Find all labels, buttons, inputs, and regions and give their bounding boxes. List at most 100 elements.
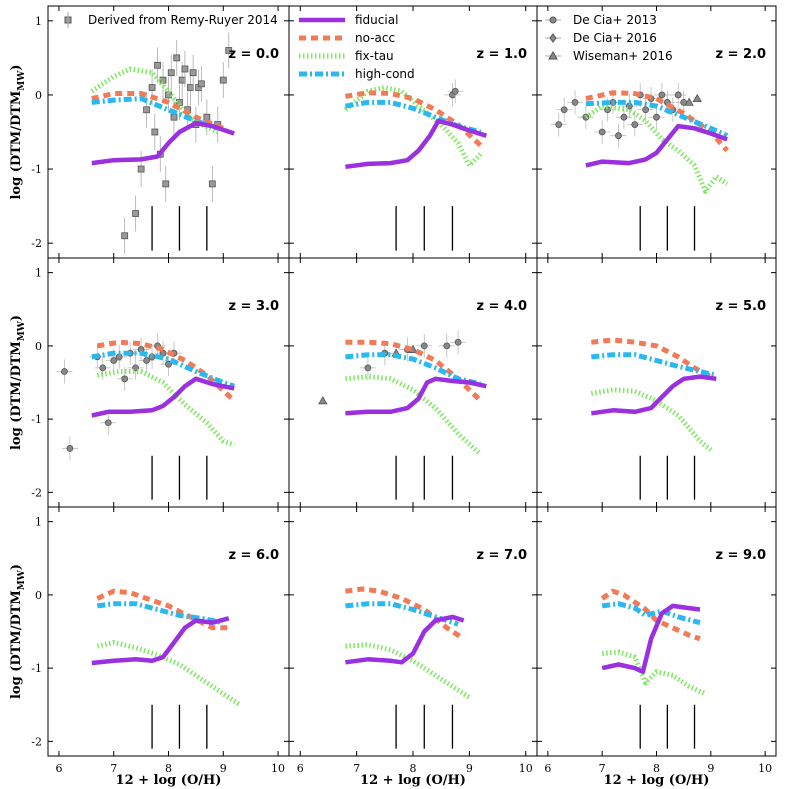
obs-square-point [148,84,156,91]
obs-circle-point [420,342,428,350]
legend-marker-triangle [548,50,558,60]
series-fixtau [345,642,471,700]
series-noacc [591,337,712,379]
x-tick-label: 8 [410,762,417,775]
series-noacc [96,588,229,631]
legend-observations-right: De Cia+ 2013 De Cia+ 2016 Wiseman+ 2016 [545,13,673,63]
series-highcond [345,352,482,387]
series-fiducial [345,118,487,170]
obs-circle-point [615,132,622,140]
obs-square-point [167,69,175,77]
legend-label: high-cond [355,67,415,81]
panel-frame [47,5,290,259]
obs-square-point [159,76,167,84]
obs-square-point [151,128,159,136]
series-fixtau [601,649,707,697]
legend-label: fix-tau [355,49,394,63]
series-fixtau [343,85,483,168]
obs-circle-point [99,364,107,372]
obs-square-point [219,76,227,84]
y-tick-label: -2 [31,735,42,748]
obs-circle-point [143,357,150,364]
panel-redshift-label: z = 2.0 [715,47,766,62]
series-noacc [96,339,236,403]
x-tick-label: 6 [297,762,304,775]
obs-circle-point [631,121,639,128]
legend-observations-left: Derived from Remy-Ruyer 2014 [64,12,278,28]
obs-circle-point [454,338,462,346]
x-axis-label: 12 + log (O/H) [604,773,710,788]
obs-circle-point [555,121,563,128]
obs-square-point [197,80,205,88]
legend-label: fiducial [355,13,398,27]
y-tick-label: -1 [31,662,42,675]
panel-5: z = 4.0 [288,257,538,508]
obs-square-point [170,113,178,121]
legend-label: De Cia+ 2016 [573,31,657,45]
obs-triangle-point [692,93,702,103]
obs-square-point [225,47,233,54]
panel-redshift-label: z = 4.0 [476,299,527,314]
y-tick-label: 1 [35,516,42,529]
x-axis-label: 12 + log (O/H) [360,773,466,788]
y-axis-label: log (DTM/DTMMW) [9,564,27,699]
panel-redshift-label: z = 0.0 [228,47,279,62]
panel-frame [47,506,290,757]
obs-circle-point [165,360,172,368]
obs-triangle-point [684,97,694,106]
series-fiducial [91,376,235,418]
x-axis-label: 12 + log (O/H) [116,773,222,788]
obs-square-point [143,106,150,114]
obs-square-point [162,180,170,188]
obs-circle-point [364,364,372,372]
x-tick-label: 9 [220,762,227,775]
x-tick-label: 6 [544,762,551,775]
obs-circle-point [653,113,660,121]
obs-square-point [187,84,194,91]
obs-circle-point [620,113,628,121]
obs-circle-point [61,368,68,375]
legend-marker-diamond [549,33,557,43]
x-tick-label: 10 [519,762,533,775]
y-tick-label: 1 [35,15,42,28]
obs-square-point [173,54,181,62]
y-tick-label: -1 [31,163,42,176]
legend-models: fiducial no-acc fix-tau high-cond [299,13,415,81]
series-noacc [91,91,225,131]
panel-8: 6 7 8 9 10 z = 7.0 [288,506,538,775]
obs-circle-point [598,128,606,136]
panel-redshift-label: z = 3.0 [228,299,279,314]
series-highcond [585,99,729,138]
legend-label: no-acc [355,31,395,45]
legend-label: Wiseman+ 2016 [573,49,673,63]
obs-circle-point [571,98,579,106]
obs-square-point [208,180,216,188]
series-fixtau [590,387,713,452]
series-highcond [96,601,224,626]
obs-circle-point [443,342,451,350]
panel-frame [288,506,538,757]
panel-9: 6 7 8 9 10 z = 9.0 [536,506,777,775]
legend-label: Derived from Remy-Ruyer 2014 [88,13,278,27]
x-tick-label: 9 [466,762,473,775]
series-fixtau [584,103,729,194]
obs-square-point [178,76,186,84]
panel-frame [536,257,777,508]
series-fiducial [601,603,701,675]
x-tick-label: 7 [110,762,117,775]
series-fixtau [96,640,242,707]
obs-circle-point [658,91,666,99]
panel-2: z = 1.0 [288,5,538,259]
series-noacc [345,586,466,641]
x-tick-label: 10 [758,762,772,775]
obs-circle-point [560,106,568,114]
obs-circle-point [642,106,650,114]
obs-circle-point [104,419,112,427]
obs-square-point [137,165,145,173]
panel-frame [47,257,290,508]
y-axis-label: log (DTM/DTMMW) [9,64,27,199]
series-fiducial [590,374,717,416]
y-axis-label: log (DTM/DTMMW) [9,315,27,450]
panel-redshift-label: z = 1.0 [476,47,527,62]
